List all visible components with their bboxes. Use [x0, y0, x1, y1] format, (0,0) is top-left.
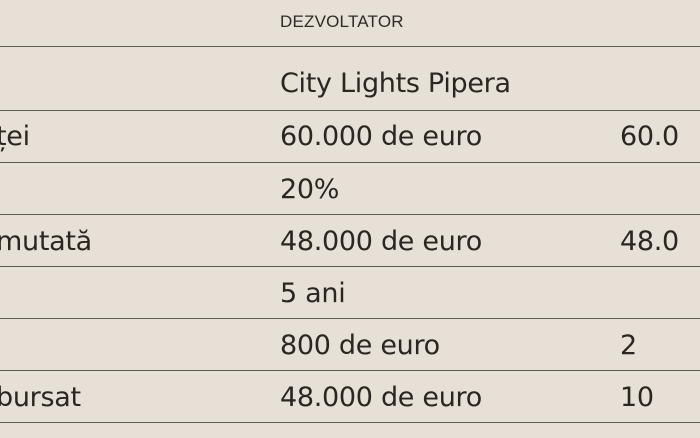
- other-value: 2: [620, 330, 637, 361]
- other-value: 60.0: [620, 121, 679, 152]
- developer-value: 48.000 de euro: [280, 382, 482, 413]
- row-divider: [0, 214, 700, 215]
- row-divider: [0, 46, 700, 47]
- other-value: 48.0: [620, 226, 679, 257]
- row-divider: [0, 266, 700, 267]
- header-developer: DEZVOLTATOR: [280, 12, 404, 31]
- developer-value: 60.000 de euro: [280, 121, 482, 152]
- row-divider: [0, 110, 700, 111]
- developer-value: City Lights Pipera: [280, 68, 511, 99]
- developer-value: 5 ani: [280, 278, 346, 309]
- row-label: bursat: [0, 382, 81, 413]
- row-divider: [0, 370, 700, 371]
- row-label: ței: [0, 121, 30, 152]
- row-divider: [0, 422, 700, 423]
- developer-value: 20%: [280, 174, 340, 205]
- other-value: 10: [620, 382, 654, 413]
- developer-value: 48.000 de euro: [280, 226, 482, 257]
- row-label: mutată: [0, 226, 92, 257]
- row-divider: [0, 162, 700, 163]
- row-divider: [0, 318, 700, 319]
- developer-value: 800 de euro: [280, 330, 440, 361]
